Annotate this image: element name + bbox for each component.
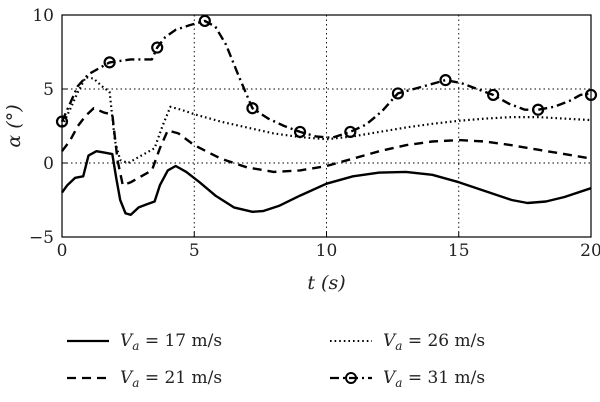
series-lines <box>60 19 592 217</box>
legend: Va = 17 m/s Va = 26 m/s Va = 21 m/s Va = 31… <box>67 331 485 390</box>
series-line-1 <box>61 149 592 217</box>
y-axis-label: α (°) <box>3 104 25 147</box>
series-marker <box>439 74 452 87</box>
series-marker <box>344 125 357 139</box>
x-axis-label: t (s) <box>307 272 345 294</box>
legend-label-4: Va = 31 m/s <box>383 368 485 390</box>
legend-marker <box>345 372 357 384</box>
y-tick-label: −5 <box>29 228 54 248</box>
plot-frame <box>61 14 592 238</box>
series-marker <box>391 87 405 100</box>
y-tick-label: 0 <box>43 154 54 174</box>
y-tick-label: 5 <box>43 80 54 100</box>
legend-label-1: Va = 17 m/s <box>120 331 222 353</box>
x-tick-label: 0 <box>57 241 68 261</box>
series-marker <box>198 14 211 28</box>
legend-label-2: Va = 21 m/s <box>120 368 222 390</box>
x-tick-label: 15 <box>448 241 470 261</box>
series-marker <box>487 88 500 102</box>
series-marker <box>531 103 545 116</box>
series-line-2 <box>61 106 592 187</box>
y-tick-label: 10 <box>32 6 54 26</box>
grid-lines <box>62 15 591 237</box>
x-tick-label: 10 <box>316 241 338 261</box>
x-tick-label: 20 <box>580 241 600 261</box>
legend-label-3: Va = 26 m/s <box>383 331 485 353</box>
series-marker <box>246 102 259 115</box>
series-marker <box>151 41 164 54</box>
series-marker <box>103 56 116 69</box>
series-marker <box>293 125 307 139</box>
x-tick-label: 5 <box>189 241 200 261</box>
